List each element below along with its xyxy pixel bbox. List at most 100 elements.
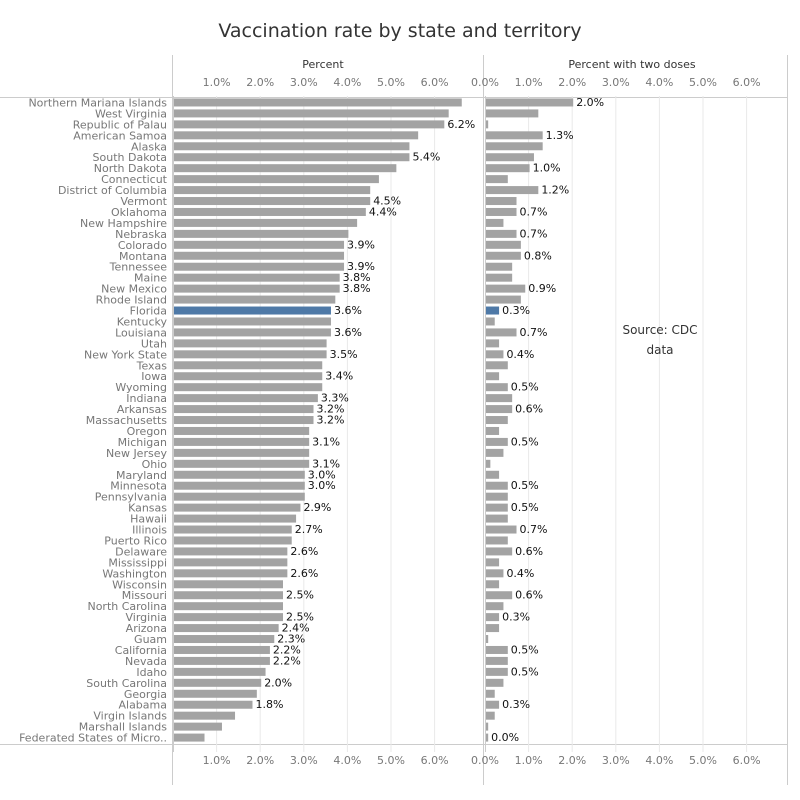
category-label: South Carolina	[86, 677, 167, 690]
category-label: Ohio	[142, 458, 168, 471]
tick-label-bottom: 6.0%	[421, 754, 449, 767]
category-label: Vermont	[121, 195, 168, 208]
category-label: Northern Mariana Islands	[28, 96, 167, 109]
category-label: North Dakota	[94, 162, 167, 175]
bar-two-doses	[486, 580, 500, 589]
bar-percent	[174, 251, 345, 260]
category-label: Maryland	[116, 469, 167, 482]
bar-two-doses	[486, 624, 500, 633]
category-label: South Dakota	[93, 151, 167, 164]
bar-percent	[174, 525, 292, 534]
bar-two-doses	[486, 525, 517, 534]
bar-two-doses	[486, 591, 513, 600]
data-label: 3.6%	[334, 304, 362, 317]
category-label: New Mexico	[101, 283, 167, 296]
data-label: 0.8%	[524, 249, 552, 262]
bar-two-doses	[486, 251, 521, 260]
bar-two-doses	[486, 317, 495, 326]
bar-percent	[174, 328, 331, 337]
data-label: 2.4%	[282, 622, 310, 635]
bar-two-doses	[486, 700, 500, 709]
bar-two-doses	[486, 120, 489, 129]
bar-two-doses	[486, 186, 539, 195]
category-label: Idaho	[136, 666, 167, 679]
bar-percent	[174, 284, 340, 293]
bar-two-doses	[486, 459, 491, 468]
data-label: 3.3%	[321, 392, 349, 405]
data-label: 0.5%	[511, 501, 539, 514]
tick-label-top: 4.0%	[333, 76, 361, 89]
data-label: 1.2%	[541, 184, 569, 197]
category-label: Texas	[136, 359, 168, 372]
category-label: New York State	[84, 348, 167, 361]
bar-two-doses	[486, 416, 508, 425]
bar-percent	[174, 350, 327, 359]
data-label: 0.5%	[511, 643, 539, 656]
tick-label-bottom: 2.0%	[246, 754, 274, 767]
bar-percent	[174, 240, 345, 249]
data-label: 2.6%	[290, 545, 318, 558]
bar-percent	[174, 416, 314, 425]
bar-percent	[174, 514, 297, 523]
bar-two-doses	[486, 229, 517, 238]
bar-two-doses	[486, 437, 508, 446]
bar-two-doses	[486, 328, 517, 337]
data-label: 0.4%	[506, 348, 534, 361]
category-label: Delaware	[115, 545, 167, 558]
data-label: 1.3%	[546, 129, 574, 142]
bar-two-doses	[486, 383, 508, 392]
bar-two-doses	[486, 405, 513, 414]
bar-percent	[174, 733, 205, 742]
data-label: 2.6%	[290, 567, 318, 580]
bar-percent	[174, 186, 371, 195]
bar-percent	[174, 492, 305, 501]
category-label: California	[115, 644, 167, 657]
category-label: Tennessee	[109, 261, 168, 274]
chart-title: Vaccination rate by state and territory	[218, 20, 582, 42]
bar-percent	[174, 635, 275, 644]
category-label: Maine	[134, 272, 167, 285]
category-label: Kentucky	[117, 315, 168, 328]
data-label: 0.5%	[511, 435, 539, 448]
bar-two-doses	[486, 656, 508, 665]
tick-label-bottom: 1.0%	[515, 754, 543, 767]
bar-percent	[174, 470, 305, 479]
tick-label-top: 0.0%	[471, 76, 499, 89]
data-label: 2.9%	[303, 501, 331, 514]
bar-percent	[174, 197, 371, 206]
category-label: North Carolina	[87, 600, 167, 613]
category-label: Hawaii	[130, 513, 167, 526]
bar-two-doses	[486, 558, 500, 567]
data-label: 0.5%	[511, 479, 539, 492]
category-label: Arizona	[126, 622, 167, 635]
bar-two-doses	[486, 240, 521, 249]
bar-percent	[174, 372, 323, 381]
category-label: Rhode Island	[96, 294, 167, 307]
bar-two-doses	[486, 372, 500, 381]
bar-two-doses	[486, 306, 500, 315]
category-label: Oregon	[127, 425, 167, 438]
category-label: District of Columbia	[58, 184, 167, 197]
bar-percent	[174, 689, 257, 698]
data-label: 0.7%	[520, 205, 548, 218]
axis-title: Percent	[302, 58, 344, 71]
data-label: 0.0%	[491, 731, 519, 744]
data-label: 1.0%	[533, 162, 561, 175]
bar-two-doses	[486, 536, 508, 545]
bar-two-doses	[486, 503, 508, 512]
bar-two-doses	[486, 722, 489, 731]
data-label: 0.7%	[520, 523, 548, 536]
tick-label-top: 6.0%	[733, 76, 761, 89]
bar-percent	[174, 591, 283, 600]
bar-two-doses	[486, 142, 543, 151]
data-label: 0.3%	[502, 611, 530, 624]
bar-two-doses	[486, 361, 508, 370]
category-label: Minnesota	[110, 480, 167, 493]
data-label: 0.6%	[515, 403, 543, 416]
tick-label-bottom: 1.0%	[203, 754, 231, 767]
category-label: Guam	[134, 633, 167, 646]
data-label: 3.8%	[343, 271, 371, 284]
category-label: Nebraska	[115, 228, 167, 241]
tick-label-bottom: 5.0%	[377, 754, 405, 767]
data-label: 3.4%	[325, 370, 353, 383]
